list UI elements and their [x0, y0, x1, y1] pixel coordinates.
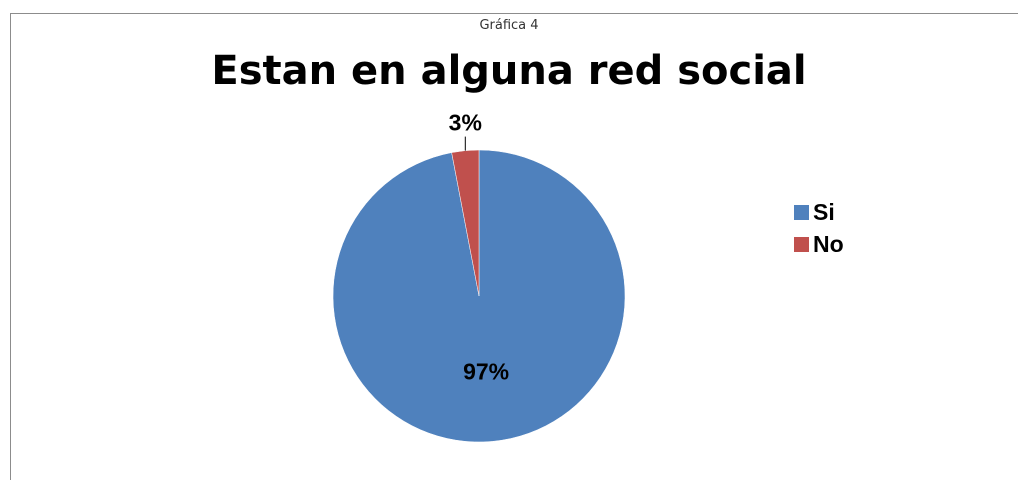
chart-title: Estan en alguna red social: [211, 48, 807, 94]
legend-item-no: No: [794, 228, 844, 260]
pie-labels: 97% 3%: [449, 110, 509, 385]
legend-swatch-si: [794, 204, 809, 220]
chart-frame: [10, 13, 1018, 480]
figure-caption: Gráfica 4: [479, 18, 539, 33]
pie-slice-no: [451, 149, 480, 297]
legend-label-si: Si: [813, 198, 835, 225]
legend: Si No: [794, 196, 844, 260]
legend-swatch-no: [794, 236, 809, 252]
data-label-no: 3%: [449, 110, 482, 136]
legend-label-no: No: [813, 230, 844, 257]
legend-item-si: Si: [794, 196, 844, 228]
pie-slices: [332, 149, 626, 443]
data-label-si: 97%: [463, 359, 509, 385]
